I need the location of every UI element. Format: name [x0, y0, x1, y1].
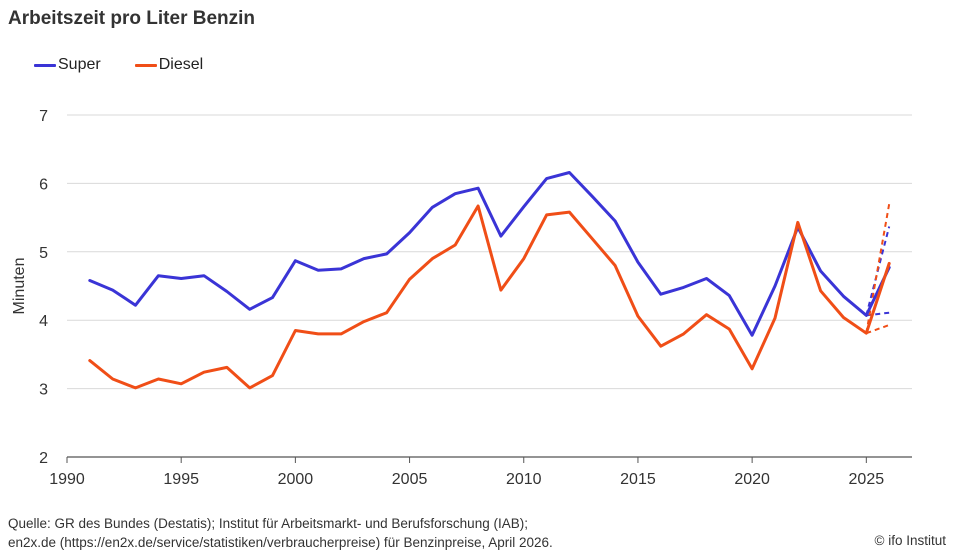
projection-low-diesel [865, 324, 890, 335]
legend-item-super: Super [34, 56, 101, 74]
x-tick-label: 2025 [849, 471, 885, 488]
y-tick-label: 5 [39, 245, 48, 262]
x-tick-label: 2020 [734, 471, 770, 488]
legend: Super Diesel [34, 56, 203, 74]
axes: 2 3 4 5 6 7 1990 1995 2000 2005 2010 2015 2020 2025 [39, 108, 912, 488]
x-tick-label: 2005 [392, 471, 428, 488]
series-line-diesel [88, 204, 891, 390]
x-tick-label: 1990 [49, 471, 85, 488]
legend-swatch-diesel [134, 63, 157, 67]
source-line-1: Quelle: GR des Bundes (Destatis); Instit… [8, 516, 528, 531]
x-tick-label: 2015 [620, 471, 656, 488]
y-tick-label: 2 [39, 450, 48, 467]
legend-swatch-super [34, 63, 56, 67]
series-line-super [88, 171, 891, 337]
chart-title: Arbeitszeit pro Liter Benzin [8, 8, 256, 29]
x-tick-label: 2000 [278, 471, 314, 488]
y-tick-label: 6 [39, 176, 48, 193]
source-line-2: en2x.de (https://en2x.de/service/statist… [8, 535, 553, 550]
x-tick-label: 2010 [506, 471, 542, 488]
y-tick-label: 4 [39, 313, 48, 330]
legend-item-diesel: Diesel [134, 56, 204, 74]
y-tick-label: 7 [39, 108, 48, 125]
x-tick-label: 1995 [163, 471, 199, 488]
legend-label-super: Super [58, 56, 101, 73]
source-note: Quelle: GR des Bundes (Destatis); Instit… [8, 514, 553, 552]
projection-high-diesel [865, 203, 891, 334]
y-tick-label: 3 [39, 382, 48, 399]
y-axis-label: Minuten [11, 258, 28, 315]
credit-label: © ifo Institut [874, 533, 946, 548]
series-lines [88, 171, 891, 390]
legend-label-diesel: Diesel [158, 56, 204, 73]
